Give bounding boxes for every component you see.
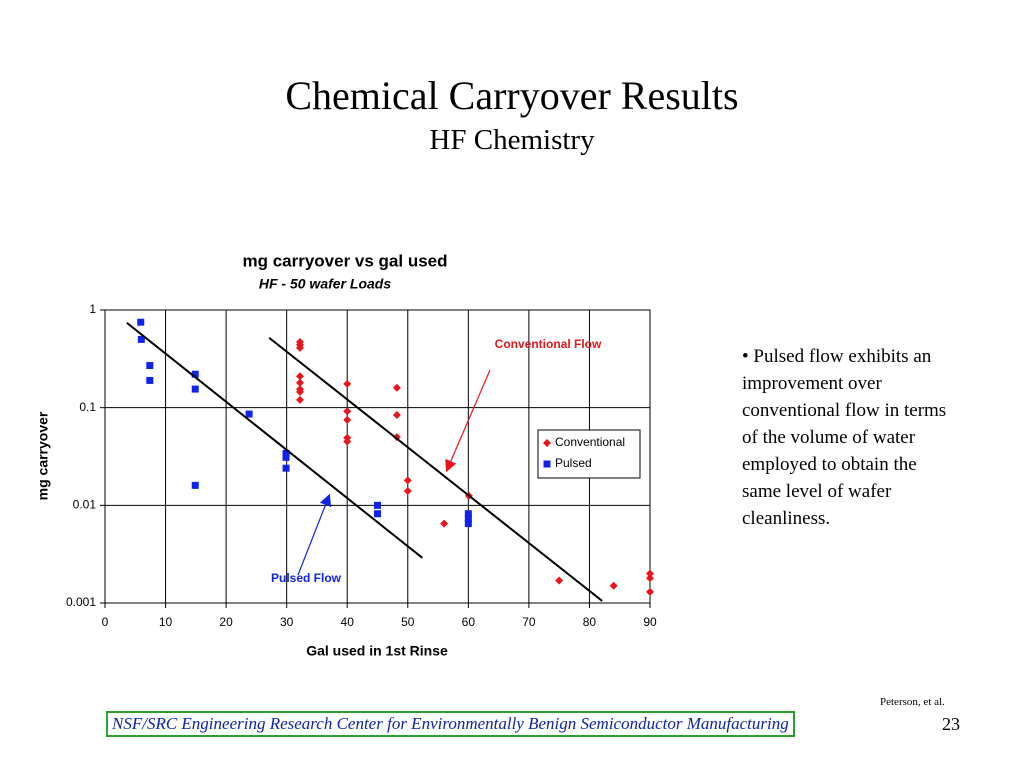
annotation-arrow [445, 369, 491, 473]
annotation: Pulsed Flow [271, 571, 342, 585]
point [343, 415, 352, 424]
legend-label: Pulsed [555, 456, 592, 470]
chart-subtitle: HF - 50 wafer Loads [259, 276, 391, 292]
point [343, 379, 352, 388]
x-tick-label: 10 [159, 615, 173, 629]
point [295, 372, 304, 381]
point [343, 437, 352, 446]
point [609, 581, 618, 590]
point [464, 510, 472, 518]
point [295, 343, 304, 352]
y-tick-label: 0.001 [66, 595, 96, 609]
x-tick-label: 30 [280, 615, 294, 629]
trend-line [268, 336, 603, 602]
chart-title: mg carryover vs gal used [242, 251, 447, 270]
point [374, 501, 381, 509]
y-tick-label: 1 [89, 302, 96, 316]
slide-title: Chemical Carryover Results [285, 73, 739, 118]
point [374, 510, 381, 518]
point [191, 370, 199, 378]
point [392, 383, 401, 392]
point [295, 387, 304, 396]
x-tick-label: 90 [643, 615, 657, 629]
legend-label: Conventional [555, 435, 625, 449]
point [282, 449, 290, 457]
x-tick-label: 60 [462, 615, 476, 629]
point [403, 476, 412, 485]
x-tick-label: 50 [401, 615, 415, 629]
point [282, 453, 290, 461]
point [555, 576, 564, 585]
point [295, 395, 304, 404]
point [464, 520, 472, 528]
x-tick-label: 40 [341, 615, 355, 629]
slide-subtitle: HF Chemistry [429, 124, 595, 156]
point [646, 574, 654, 583]
legend-swatch [543, 439, 551, 447]
y-tick-label: 0.1 [79, 400, 96, 414]
point [245, 410, 253, 418]
point [646, 569, 654, 578]
chart: mg carryover vs gal used HF - 50 wafer L… [35, 251, 657, 659]
point [464, 515, 472, 523]
citation: Peterson, et al. [880, 696, 945, 708]
point [137, 335, 145, 343]
point [191, 385, 199, 393]
annotation-arrow [297, 493, 332, 576]
annotation: Conventional Flow [495, 337, 602, 351]
footer: NSF/SRC Engineering Research Center for … [106, 711, 795, 737]
page-number: 23 [942, 714, 960, 734]
point [146, 362, 154, 370]
bullet: • Pulsed flow exhibits an improvement ov… [742, 346, 947, 529]
point [403, 487, 412, 496]
x-tick-label: 20 [219, 615, 233, 629]
x-tick-label: 70 [522, 615, 536, 629]
x-tick-label: 0 [102, 615, 109, 629]
y-axis-label: mg carryover [35, 411, 51, 500]
legend [537, 429, 641, 479]
x-axis-label: Gal used in 1st Rinse [306, 643, 448, 659]
point [343, 407, 352, 416]
point [295, 378, 304, 387]
point [191, 481, 199, 489]
point [137, 318, 145, 326]
point [440, 519, 449, 528]
x-tick-label: 80 [583, 615, 597, 629]
point [146, 376, 154, 384]
point [392, 411, 401, 420]
y-tick-label: 0.01 [73, 498, 97, 512]
legend-swatch [543, 460, 551, 468]
point [282, 464, 290, 472]
point [646, 587, 654, 596]
trend-line [126, 321, 423, 559]
